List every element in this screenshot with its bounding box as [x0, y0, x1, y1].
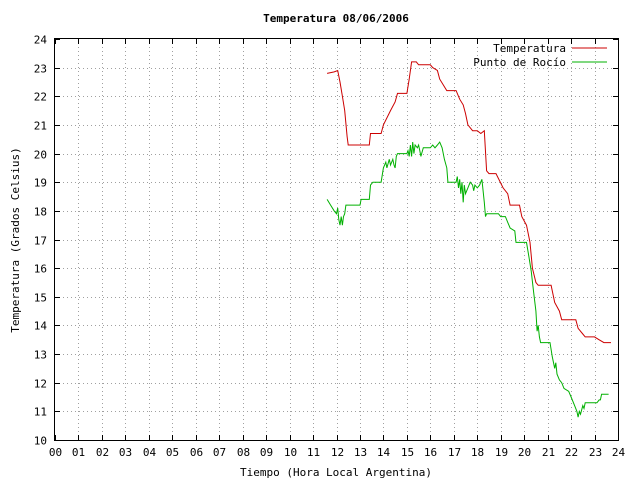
x-tick-label: 16 — [424, 446, 437, 459]
plot-frame — [54, 38, 619, 441]
x-tick-label: 06 — [190, 446, 203, 459]
y-tick-label: 12 — [34, 378, 47, 391]
y-tick-label: 16 — [34, 263, 47, 276]
x-tick-label: 12 — [331, 446, 344, 459]
chart-title: Temperatura 08/06/2006 — [263, 12, 409, 25]
y-tick-label: 19 — [34, 177, 47, 190]
y-tick-label: 18 — [34, 206, 47, 219]
x-tick-label: 05 — [166, 446, 179, 459]
y-tick-label: 21 — [34, 120, 47, 133]
x-axis: 00 01 02 03 04 05 06 07 08 09 10 11 12 13 14 15 16 17 18 19… — [49, 39, 626, 459]
series-layer — [326, 61, 611, 418]
y-tick-label: 23 — [34, 63, 47, 76]
y-tick-label: 11 — [34, 406, 47, 419]
x-tick-label: 03 — [119, 446, 132, 459]
y-tick-label: 17 — [34, 235, 47, 248]
x-tick-label: 17 — [448, 446, 461, 459]
x-tick-label: 07 — [213, 446, 226, 459]
x-tick-label: 20 — [518, 446, 531, 459]
x-tick-label: 04 — [143, 446, 157, 459]
x-tick-label: 02 — [96, 446, 109, 459]
x-tick-label: 01 — [72, 446, 85, 459]
x-tick-label: 18 — [471, 446, 484, 459]
y-tick-label: 14 — [34, 320, 48, 333]
x-tick-label: 19 — [495, 446, 508, 459]
x-tick-label: 23 — [589, 446, 602, 459]
legend-label: Temperatura — [493, 42, 566, 55]
y-tick-label: 22 — [34, 91, 47, 104]
x-tick-label: 09 — [260, 446, 273, 459]
y-tick-label: 15 — [34, 292, 47, 305]
x-tick-label: 15 — [401, 446, 414, 459]
series-line-punto-de-rocio — [326, 141, 609, 418]
x-tick-label: 10 — [284, 446, 297, 459]
y-axis: 10 11 12 13 14 15 16 17 18 19 20 21 22 23 24 — [34, 34, 618, 448]
x-axis-label: Tiempo (Hora Local Argentina) — [240, 466, 432, 479]
legend-label: Punto de Rocío — [473, 56, 566, 69]
x-tick-label: 11 — [307, 446, 320, 459]
x-tick-label: 21 — [542, 446, 555, 459]
x-tick-label: 24 — [612, 446, 626, 459]
x-tick-label: 14 — [377, 446, 391, 459]
x-tick-label: 00 — [49, 446, 62, 459]
grid — [55, 39, 618, 440]
y-axis-label: Temperatura (Grados Celsius) — [9, 147, 22, 332]
x-tick-label: 08 — [237, 446, 250, 459]
y-tick-label: 20 — [34, 149, 47, 162]
x-tick-label: 13 — [354, 446, 367, 459]
y-tick-label: 10 — [34, 435, 47, 448]
y-tick-label: 13 — [34, 349, 47, 362]
y-tick-label: 24 — [34, 34, 48, 47]
x-tick-label: 22 — [565, 446, 578, 459]
series-line-temperatura — [326, 61, 611, 344]
